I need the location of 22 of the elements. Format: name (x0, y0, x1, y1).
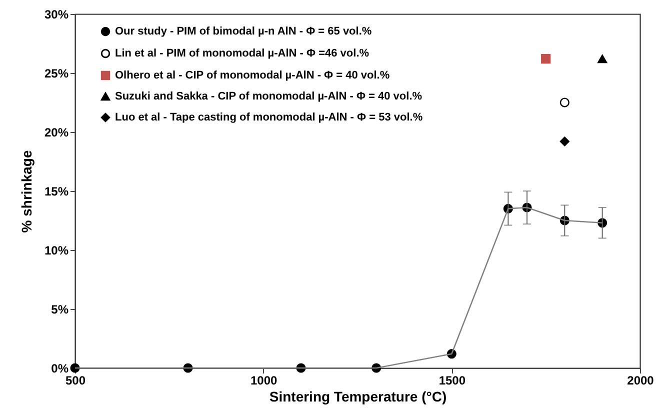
x-tick-label: 2000 (627, 374, 654, 388)
y-tick-label: 20% (44, 126, 69, 140)
y-tick-label: 5% (51, 302, 69, 316)
point (560, 136, 570, 146)
point (560, 98, 570, 108)
legend-label: Olhero et al - CIP of monomodal µ-AlN - Φ = 40 vol.% (115, 70, 390, 82)
point (541, 54, 551, 64)
y-axis-title: % shrinkage (18, 150, 34, 233)
legend-label: Lin et al - PIM of monomodal µ-AlN - Φ =46 vol.% (115, 48, 370, 60)
legend-label: Our study - PIM of bimodal µ-n AlN - Φ = 65 vol.% (115, 26, 372, 38)
x-tick-label: 1000 (250, 374, 278, 388)
y-tick-label: 15% (44, 184, 69, 198)
legend-label: Luo et al - Tape casting of monomodal µ-AlN - Φ = 53 vol.% (115, 112, 423, 124)
point (598, 54, 608, 64)
y-tick-label: 30% (44, 8, 69, 22)
x-tick-label: 1500 (438, 374, 466, 388)
x-axis-title: Sintering Temperature (°C) (269, 388, 447, 404)
y-tick-label: 10% (44, 244, 69, 258)
y-tick-label: 25% (44, 66, 69, 80)
legend-label: Suzuki and Sakka - CIP of monomodal µ-AlN - Φ = 40 vol.% (115, 90, 422, 102)
x-tick-label: 500 (65, 374, 86, 388)
y-tick-label: 0% (51, 362, 69, 376)
